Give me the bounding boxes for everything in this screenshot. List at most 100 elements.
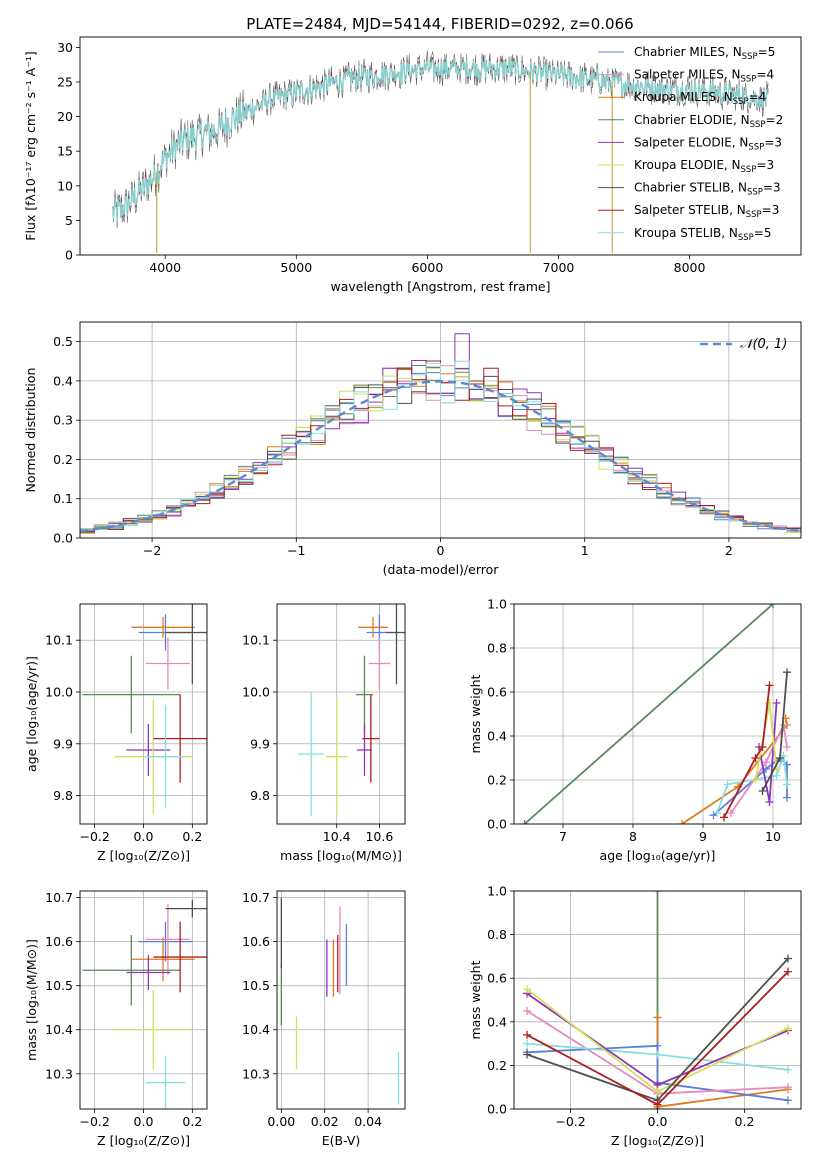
mass-weight-marker	[727, 809, 735, 817]
y-axis-label: Normed distribution	[23, 368, 38, 493]
mass-weight-marker	[783, 1065, 792, 1074]
y-tick-label: 5	[65, 213, 73, 228]
y-tick-label: 0.2	[53, 452, 73, 467]
mass-weight-marker	[783, 793, 791, 802]
legend-entry-label: 𝒩(0, 1)	[740, 337, 787, 352]
legend-entry-sub: SSP	[741, 165, 757, 175]
y-tick-label: 0.2	[487, 1058, 507, 1073]
legend-entry-label: Kroupa STELIB, NSSP=5	[634, 226, 772, 243]
mass-weight-marker	[783, 954, 792, 963]
y-tick-label: 0.8	[487, 641, 507, 656]
y-tick-label: 9.8	[250, 788, 270, 803]
y-tick-label: 0.4	[53, 373, 73, 388]
y-tick-label: 0.0	[53, 531, 73, 546]
mass-weight-marker	[723, 780, 732, 789]
y-tick-label: 10.3	[45, 1066, 73, 1081]
normal-curve	[80, 380, 801, 533]
mass-weight-marker	[653, 1087, 662, 1096]
legend-entry-label: Salpeter STELIB, NSSP=3	[634, 203, 779, 220]
y-tick-label: 30	[57, 40, 73, 55]
grid-group	[277, 891, 405, 1109]
legend-entry-name: Kroupa STELIB, N	[634, 226, 738, 240]
mass-weight-marker	[783, 743, 791, 751]
spectrum-series-line	[112, 57, 769, 222]
mass-weight-line	[723, 685, 771, 818]
y-tick-label: 10.1	[242, 633, 270, 648]
grid-group	[277, 604, 405, 824]
plot-area	[520, 604, 791, 824]
legend-entry-name: Chabrier MILES, N	[634, 45, 742, 59]
legend-entry-sub: SSP	[738, 233, 754, 243]
x-tick-label: 0.2	[182, 829, 202, 844]
y-tick-label: 10.4	[45, 1022, 73, 1037]
legend-entry-value: =4	[756, 68, 774, 82]
x-tick-label: −1	[287, 543, 305, 558]
grid-group	[80, 891, 207, 1109]
mass-weight-marker	[523, 1006, 532, 1015]
x-axis-label: Z [log₁₀(Z/Z⊙)]	[97, 1133, 190, 1148]
mass-weight-marker	[523, 1050, 532, 1059]
plot-area	[112, 50, 769, 253]
mass-weight-marker	[783, 1024, 792, 1033]
mass-weight-marker	[713, 809, 721, 817]
mass-weight-marker	[751, 776, 760, 784]
y-tick-label: 10.0	[242, 685, 270, 700]
y-tick-label: 10	[57, 178, 73, 193]
mass-weight-marker	[758, 743, 767, 751]
legend-entry-label: Chabrier MILES, NSSP=5	[634, 45, 775, 62]
legend-entry-label: Kroupa MILES, NSSP=4	[634, 90, 766, 107]
y-tick-label: 9.9	[53, 736, 73, 751]
x-tick-label: 7	[559, 829, 567, 844]
legend-entry-name: Kroupa ELODIE, N	[634, 158, 741, 172]
mass-weight-marker	[758, 787, 767, 795]
y-tick-label: 1.0	[487, 884, 507, 899]
legend-entry-name: Kroupa MILES, N	[634, 90, 733, 104]
legend-entry-value: =3	[764, 135, 782, 149]
legend-entry-value: =5	[754, 226, 772, 240]
panel-age_vs_mass: 10.4 10.6 9.8 9.9 10.0 10.1 mass [log₁₀(M/M⊙)]	[242, 603, 406, 863]
axes-frame	[79, 603, 208, 825]
y-axis-label: mass weight	[468, 674, 483, 753]
axes-frame	[276, 890, 406, 1110]
x-tick-label: 4000	[149, 260, 181, 275]
figure-title: PLATE=2484, MJD=54144, FIBERID=0292, z=0…	[246, 15, 633, 33]
x-axis-label: (data-model)/error	[383, 562, 500, 577]
mass-weight-marker	[783, 780, 791, 789]
mass-weight-marker	[720, 813, 728, 822]
mass-weight-marker	[678, 820, 686, 824]
panel-mass_weight_vs_Z: −0.2 0.0 0.2 0.0 0.2 0.4 0.6 0.8 1.0 Z [log₁₀(Z/Z…	[468, 884, 802, 1148]
y-tick-label: 1.0	[487, 597, 507, 612]
y-tick-label: 9.9	[250, 736, 270, 751]
x-axis-label: wavelength [Angstrom, rest frame]	[330, 279, 550, 294]
y-tick-label: 0	[65, 248, 73, 263]
panel-mass_vs_EBV: 0.00 0.02 0.04 10.3 10.4 10.5 10.6 10.7 E(B-V)	[242, 890, 406, 1148]
mass-weight-marker	[653, 1100, 662, 1109]
y-tick-label: 0.0	[487, 1102, 507, 1117]
y-tick-label: 0.6	[487, 685, 507, 700]
x-axis-label: Z [log₁₀(Z/Z⊙)]	[97, 848, 190, 863]
mass-weight-marker	[765, 798, 774, 806]
x-axis-label: mass [log₁₀(M/M⊙)]	[280, 848, 402, 863]
legend-entry-name: Salpeter ELODIE, N	[634, 135, 748, 149]
panel-mass_vs_Z: −0.2 0.0 0.2 10.3 10.4 10.5 10.6 10.7 Z [log₁₀(Z…	[24, 890, 208, 1148]
mass-weight-marker	[653, 891, 662, 895]
plot-area	[80, 333, 801, 534]
x-tick-label: 6000	[411, 260, 443, 275]
legend-entry-name: Salpeter MILES, N	[634, 68, 741, 82]
mass-weight-marker	[762, 758, 770, 767]
axes-frame	[79, 890, 208, 1110]
y-tick-label: 0.4	[487, 1014, 507, 1029]
y-tick-label: 10.1	[45, 633, 73, 648]
panel-residuals: −2 −1 0 1 2 0.0 0.1 0.2 0.3 0.4 0.5 (data-model)/er…	[23, 321, 802, 577]
y-tick-label: 0.1	[53, 491, 73, 506]
x-tick-label: 1	[581, 543, 589, 558]
legend-entry-value: =3	[756, 158, 774, 172]
axes-frame	[513, 603, 802, 825]
mass-weight-marker	[653, 1050, 662, 1059]
mass-weight-marker	[772, 699, 781, 707]
mass-weight-marker	[653, 1013, 662, 1022]
y-tick-label: 10.4	[242, 1022, 270, 1037]
x-tick-label: 0.2	[735, 1114, 755, 1129]
legend-entry-value: =3	[763, 181, 781, 195]
y-tick-label: 0.0	[487, 817, 507, 832]
